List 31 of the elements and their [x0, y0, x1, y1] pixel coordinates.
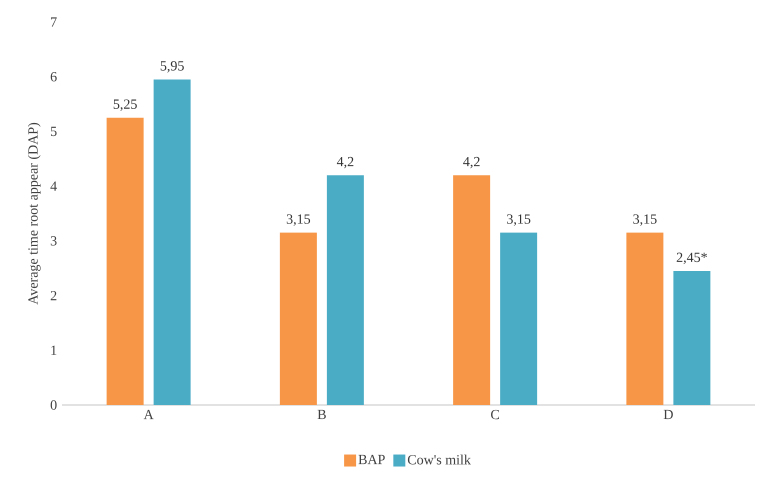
bar	[106, 118, 144, 405]
bar	[326, 175, 364, 405]
data-label: 4,2	[336, 156, 354, 168]
bar	[626, 232, 664, 405]
bar	[673, 270, 710, 405]
legend-label: Cow's milk	[408, 454, 471, 464]
data-label: 5,25	[114, 99, 137, 111]
y-tick-label: 0	[50, 400, 57, 410]
y-axis-title: Average time root appear (DAP)	[28, 122, 41, 305]
bar	[500, 232, 538, 405]
y-tick-label: 3	[50, 236, 57, 246]
x-tick-label: D	[664, 410, 673, 420]
y-tick-label: 2	[50, 290, 56, 300]
data-label: 3,15	[507, 214, 530, 226]
data-label: 4,2	[463, 156, 480, 168]
bar	[453, 175, 490, 405]
data-label: 2,45*	[676, 252, 707, 264]
x-tick-label: C	[491, 410, 500, 420]
y-tick-label: 7	[51, 17, 57, 27]
y-tick-label: 6	[50, 72, 57, 82]
x-tick-label: A	[144, 410, 154, 420]
bar	[280, 232, 317, 405]
data-label: 5,95	[160, 61, 184, 73]
legend-label: BAP	[358, 454, 385, 464]
y-tick-label: 1	[51, 346, 56, 355]
x-tick-label: B	[318, 410, 326, 420]
bar	[154, 79, 191, 405]
y-tick-label: 5	[50, 126, 57, 136]
data-label: 3,15	[633, 214, 657, 226]
y-tick-label: 4	[50, 182, 57, 191]
data-label: 3,15	[286, 214, 310, 226]
